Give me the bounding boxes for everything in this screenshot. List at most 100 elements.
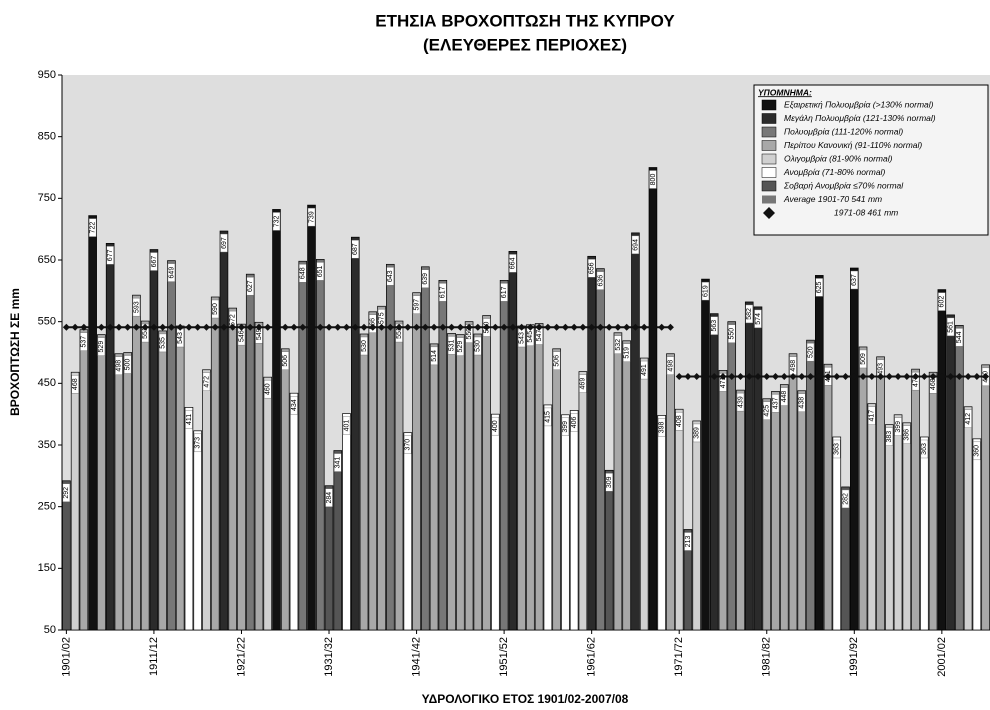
value-label: 471 [720,376,727,388]
average-marker [649,323,657,331]
value-label: 398 [659,421,666,433]
value-label: 213 [685,536,692,548]
legend-swatch [761,140,777,151]
bar [421,266,430,631]
bar [412,292,421,631]
value-label: 438 [799,397,806,409]
average-marker [588,323,596,331]
average-marker [316,323,324,331]
value-label-box [946,317,955,337]
y-axis-label: ΒΡΟΧΟΠΤΩΣΗ ΣΕ mm [8,288,22,416]
average-marker [351,323,359,331]
value-label-box [430,346,438,366]
average-marker [553,323,561,331]
average-marker [754,373,762,381]
value-label-box [439,283,447,302]
bar [167,260,176,631]
value-label-box [316,262,324,281]
legend-swatch [761,99,777,111]
bar [132,294,141,631]
average-marker [544,323,552,331]
average-marker [579,323,587,331]
x-axis-label: ΥΔΡΟΛΟΓΙΚΟ ΕΤΟΣ 1901/02-2007/08 [422,692,629,706]
legend-label: Πολυομβρία (111-120% normal) [784,126,903,136]
value-label-box [404,435,412,454]
bar [298,260,308,631]
legend-box [753,84,989,236]
y-tick-label: 550 [38,316,56,328]
value-label: 625 [816,281,823,293]
value-label: 500 [125,359,132,371]
y-tick-label: 50 [44,624,56,636]
bar [324,485,334,631]
value-label-box [552,351,561,370]
bar [683,529,693,631]
value-label-box [281,351,289,370]
bar [193,430,202,631]
average-marker [430,323,438,331]
value-label-box [605,473,613,492]
bar [350,236,360,631]
bar [543,404,553,631]
bar [175,325,185,631]
average-marker [360,323,368,331]
value-label-box [132,297,141,317]
legend-label: Μεγάλη Πολυομβρία (121-130% normal) [784,113,936,123]
value-label-box [798,393,806,412]
value-label-box [158,333,167,353]
value-label: 406 [571,417,578,429]
bar [368,311,378,631]
bar [841,486,850,631]
average-marker [614,323,622,331]
average-marker [640,323,648,331]
legend-swatch [761,167,777,178]
legend-label: Περίπου Κανονική (91-110% normal) [784,140,922,150]
average-marker [71,323,79,331]
legend-swatch [761,153,777,165]
value-label-box [850,270,859,290]
average-marker [789,373,797,381]
bar [517,325,526,631]
average-marker [491,323,499,331]
value-label: 434 [291,399,298,411]
bar [79,329,89,631]
value-label: 415 [545,411,552,423]
y-tick-label: 450 [38,377,56,389]
average-marker [448,323,456,331]
value-label-box [640,360,648,380]
value-label: 543 [518,332,525,344]
bar [70,371,80,631]
value-label-box [693,423,701,443]
average-marker [378,323,386,331]
value-label: 498 [116,360,123,372]
value-label-box [71,375,79,394]
value-label-box [211,299,219,319]
bar [762,398,772,631]
value-label: 408 [676,415,683,427]
bar [272,209,281,631]
average-marker [500,323,508,331]
value-label: 506 [553,355,560,367]
value-label-box [666,356,675,375]
average-marker [465,323,473,331]
value-label: 566 [370,318,377,330]
average-marker [929,373,937,381]
bar [499,280,509,631]
value-label: 531 [448,339,455,351]
value-label: 697 [221,237,228,249]
bar [885,424,894,631]
y-tick-label: 650 [38,254,56,266]
average-marker [185,323,193,331]
average-marker [561,323,569,331]
value-label: 469 [580,378,587,390]
bar [184,407,194,631]
average-marker [693,373,701,381]
average-marker [526,323,534,331]
average-marker [281,323,289,331]
bar [307,204,316,631]
average-marker [211,323,219,331]
average-marker [255,323,263,331]
bar [438,280,448,631]
value-label: 597 [413,299,420,311]
legend-label: Εξαιρετική Πολυομβρία (>130% normal) [784,99,934,109]
